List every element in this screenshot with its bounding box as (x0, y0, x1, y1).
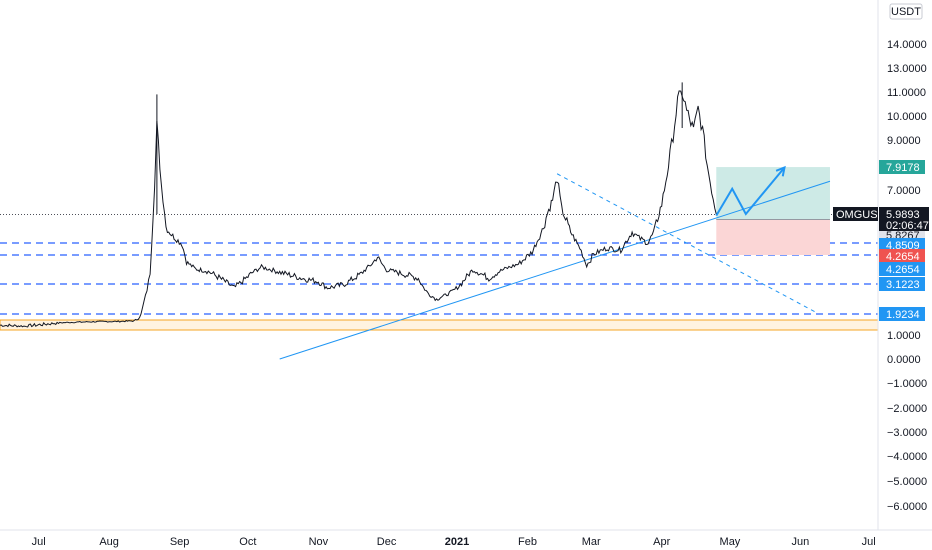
time-axis[interactable]: Jul Aug Sep Oct Nov Dec 2021 Feb Mar Apr May Jun Jul (32, 536, 876, 548)
countdown-text: 02:06:47 (886, 220, 929, 232)
time-tick-label: Aug (99, 536, 119, 548)
level-price-tag-text: 4.2654 (886, 264, 920, 276)
trendline-layer[interactable] (279, 173, 831, 360)
time-tick-label: Feb (518, 536, 537, 548)
time-tick-label: Jul (32, 536, 46, 548)
price-series-line (0, 90, 717, 328)
price-tick-label: 13.0000 (887, 63, 927, 75)
level-price-tag-text: 3.1223 (886, 279, 920, 291)
price-tick-label: −1.0000 (887, 378, 927, 390)
trendline[interactable] (556, 173, 817, 313)
position-layer[interactable] (716, 167, 830, 255)
price-tag-layer: 7.91785.82674.85094.26544.26543.12231.92… (833, 160, 929, 321)
price-tick-label: −3.0000 (887, 427, 927, 439)
time-tick-label: Apr (653, 536, 670, 548)
projection-arrowhead[interactable] (775, 165, 786, 177)
level-price-tag-bg (879, 238, 925, 252)
projection-layer[interactable] (715, 165, 786, 217)
price-tick-label: 0.0000 (887, 354, 921, 366)
level-layer (0, 213, 878, 315)
currency-text: USDT (891, 6, 921, 18)
position-stop-zone[interactable] (716, 219, 830, 255)
price-tick-label: −2.0000 (887, 403, 927, 415)
symbol-tag-text: OMGUSDT (836, 209, 893, 221)
price-tick-label: −6.0000 (887, 501, 927, 513)
currency-label: USDT (889, 3, 923, 20)
target-price-tag-bg (879, 160, 925, 174)
price-tick-label: 10.0000 (887, 111, 927, 123)
position-profit-zone[interactable] (716, 167, 830, 220)
time-tick-label: Oct (239, 536, 256, 548)
price-tick-label: 7.0000 (887, 185, 921, 197)
price-tick-label: −4.0000 (887, 451, 927, 463)
symbol-tag-bg (833, 207, 878, 221)
price-tick-label: 9.0000 (887, 135, 921, 147)
last-price-tag-text: 5.9893 (886, 209, 920, 221)
time-tick-label: Mar (582, 536, 601, 548)
projection-path[interactable] (715, 166, 786, 217)
price-tick-label: 14.0000 (887, 39, 927, 51)
time-tick-label: Jun (792, 536, 810, 548)
time-tick-label: Dec (377, 536, 397, 548)
last-price-tag-bg (879, 207, 929, 231)
level-price-tag-text: 1.9234 (886, 309, 920, 321)
time-tick-label: Jul (862, 536, 876, 548)
level-price-tag-bg (879, 277, 925, 291)
price-tick-label: −5.0000 (887, 476, 927, 488)
time-tick-label: Nov (309, 536, 329, 548)
trendline[interactable] (279, 180, 831, 360)
level-price-tag-bg (879, 307, 925, 321)
time-tick-label: May (720, 536, 741, 548)
stop-price-tag-bg (879, 249, 925, 263)
level-price-tag-bg (879, 262, 925, 276)
target-price-tag-text: 7.9178 (886, 162, 920, 174)
time-tick-label: Sep (170, 536, 190, 548)
stop-price-tag-text: 4.2654 (886, 251, 920, 263)
price-tick-label: 11.0000 (887, 87, 926, 99)
price-tick-label: 1.0000 (887, 330, 921, 342)
price-layer (0, 82, 717, 328)
time-tick-label: 2021 (445, 536, 469, 548)
